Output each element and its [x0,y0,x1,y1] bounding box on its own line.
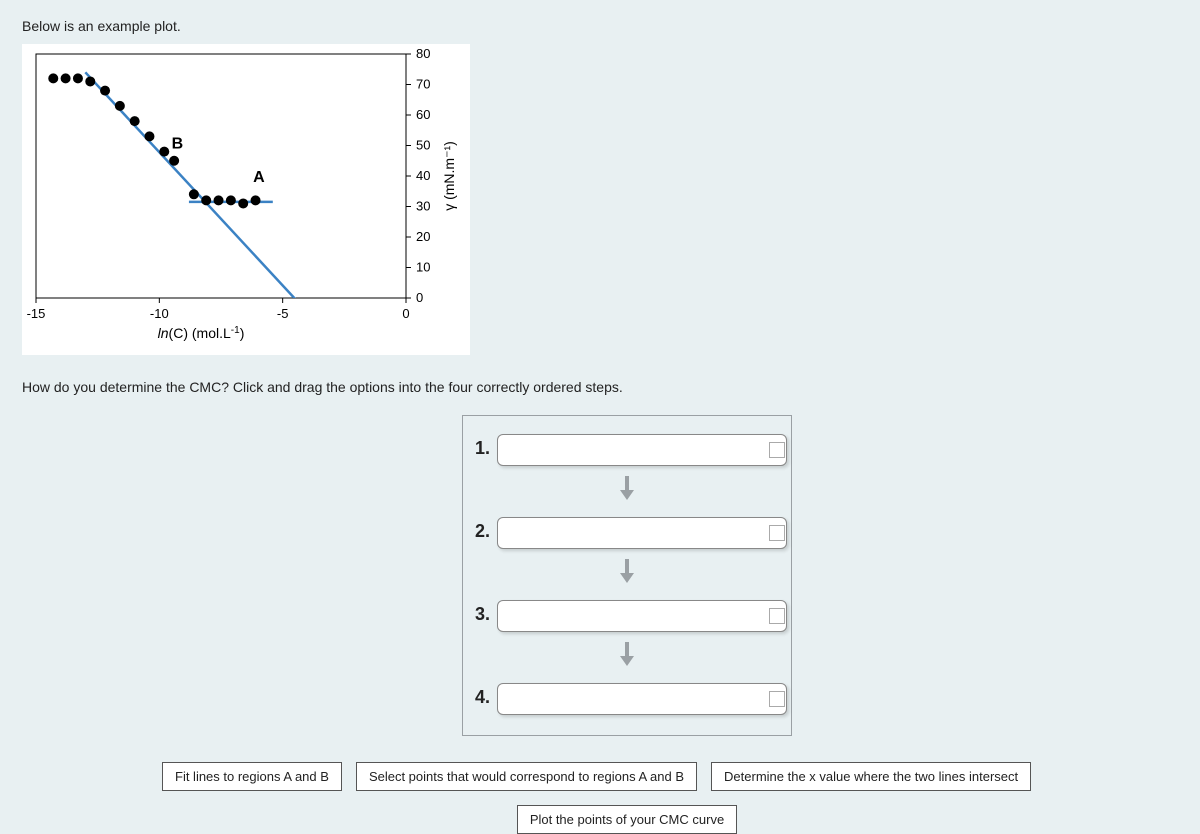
arrow-down-icon [477,642,777,671]
svg-text:0: 0 [402,306,409,321]
svg-text:30: 30 [416,199,430,214]
svg-text:40: 40 [416,168,430,183]
option-determine-x[interactable]: Determine the x value where the two line… [711,762,1031,791]
drop-slot-3[interactable] [497,600,787,632]
arrow-down-icon [477,559,777,588]
chart-svg: 0 10 20 30 40 50 60 70 80 -15 -10 -5 0 ln(C) (mol.L-1… [26,48,466,348]
intro-text: Below is an example plot. [22,18,1178,34]
drop-slot-1[interactable] [497,434,787,466]
drop-slot-2[interactable] [497,517,787,549]
svg-text:20: 20 [416,229,430,244]
svg-text:50: 50 [416,138,430,153]
svg-text:B: B [172,136,184,153]
options-row-2: Plot the points of your CMC curve [462,805,792,834]
svg-text:70: 70 [416,77,430,92]
svg-text:10: 10 [416,260,430,275]
slot-handle-1[interactable] [769,442,785,458]
svg-text:-5: -5 [277,306,289,321]
arrow-down-icon [477,476,777,505]
svg-text:ln(C) (mol.L-1): ln(C) (mol.L-1) [158,325,245,342]
svg-text:-10: -10 [150,306,169,321]
svg-text:80: 80 [416,48,430,61]
slot-handle-4[interactable] [769,691,785,707]
example-plot: 0 10 20 30 40 50 60 70 80 -15 -10 -5 0 ln(C) (mol.L-1… [22,44,470,355]
option-plot-points[interactable]: Plot the points of your CMC curve [517,805,737,834]
slot-number-3: 3. [475,604,490,625]
svg-text:A: A [253,169,265,186]
options-row: Fit lines to regions A and B Select poin… [162,762,1178,791]
slot-number-2: 2. [475,521,490,542]
option-select-points[interactable]: Select points that would correspond to r… [356,762,697,791]
svg-text:γ (mN.m⁻¹): γ (mN.m⁻¹) [441,141,457,211]
svg-text:60: 60 [416,107,430,122]
drop-target-panel[interactable]: 1. 2. 3. 4. [462,415,792,736]
slot-number-4: 4. [475,687,490,708]
question-text: How do you determine the CMC? Click and … [22,379,1178,395]
drop-slot-4[interactable] [497,683,787,715]
slot-handle-2[interactable] [769,525,785,541]
option-fit-lines[interactable]: Fit lines to regions A and B [162,762,342,791]
svg-text:0: 0 [416,290,423,305]
svg-text:-15: -15 [27,306,46,321]
slot-number-1: 1. [475,438,490,459]
slot-handle-3[interactable] [769,608,785,624]
